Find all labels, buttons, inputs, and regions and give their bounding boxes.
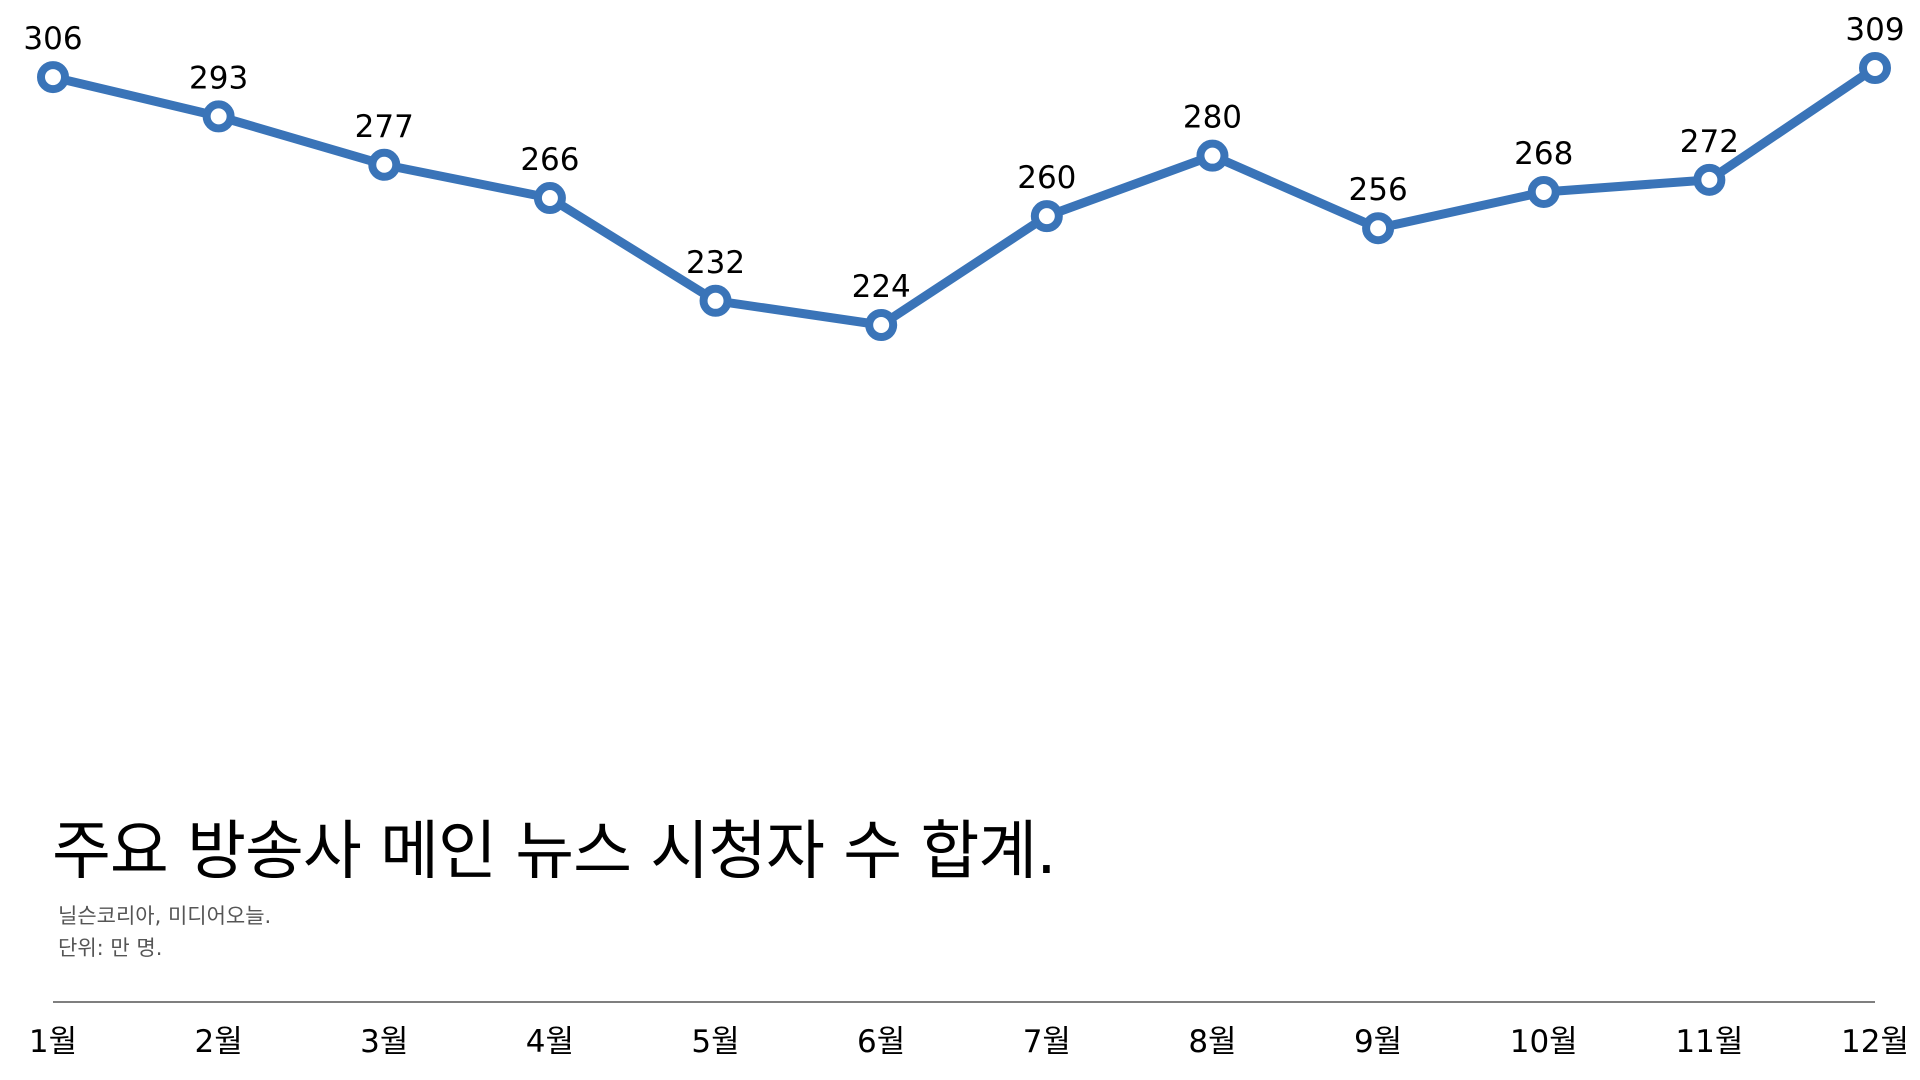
x-tick-label: 1월 <box>29 1024 77 1060</box>
data-label: 272 <box>1680 124 1739 160</box>
data-point <box>202 100 235 133</box>
x-tick-label: 4월 <box>526 1024 574 1060</box>
data-point <box>1859 52 1891 84</box>
x-tick-label: 5월 <box>691 1024 739 1060</box>
data-point <box>1030 200 1063 233</box>
x-tick-label: 8월 <box>1188 1024 1236 1060</box>
data-point <box>865 309 898 341</box>
x-tick-label: 11월 <box>1675 1024 1743 1060</box>
chart-source: 닐슨코리아, 미디어오늘. <box>58 904 272 928</box>
x-tick-label: 2월 <box>195 1024 243 1060</box>
x-tick-label: 10월 <box>1510 1024 1578 1060</box>
data-label: 224 <box>852 269 911 305</box>
data-label: 280 <box>1183 100 1242 136</box>
x-tick-label: 3월 <box>360 1024 408 1060</box>
data-label: 309 <box>1845 12 1904 48</box>
data-point <box>1196 139 1229 172</box>
data-label: 266 <box>520 142 579 178</box>
data-point <box>1362 212 1395 245</box>
data-point <box>1693 163 1726 196</box>
data-point <box>368 148 401 181</box>
data-label: 232 <box>686 245 745 281</box>
data-label: 293 <box>189 60 248 96</box>
data-point <box>37 61 69 94</box>
x-tick-label: 6월 <box>857 1024 905 1060</box>
data-points <box>37 52 1891 341</box>
data-label: 306 <box>23 21 82 57</box>
x-tick-labels: 1월 2월 3월 4월 5월 6월 7월 8월 9월 10월 11월 12월 <box>29 1024 1909 1060</box>
series-line <box>48 63 1880 330</box>
x-tick-label: 9월 <box>1354 1024 1402 1060</box>
data-labels: 306 293 277 266 232 224 260 280 256 268 272 309 <box>23 12 1904 305</box>
x-tick-label: 12월 <box>1841 1024 1909 1060</box>
data-point <box>533 182 566 215</box>
data-point <box>1527 175 1560 208</box>
x-tick-label: 7월 <box>1023 1024 1071 1060</box>
chart-unit: 단위: 만 명. <box>58 936 163 960</box>
data-label: 256 <box>1349 172 1408 208</box>
data-point <box>699 284 732 317</box>
data-label: 277 <box>355 109 414 145</box>
chart-title: 주요 방송사 메인 뉴스 시청자 수 합계. <box>52 815 1057 889</box>
data-label: 268 <box>1514 136 1573 172</box>
data-label: 260 <box>1017 160 1076 196</box>
